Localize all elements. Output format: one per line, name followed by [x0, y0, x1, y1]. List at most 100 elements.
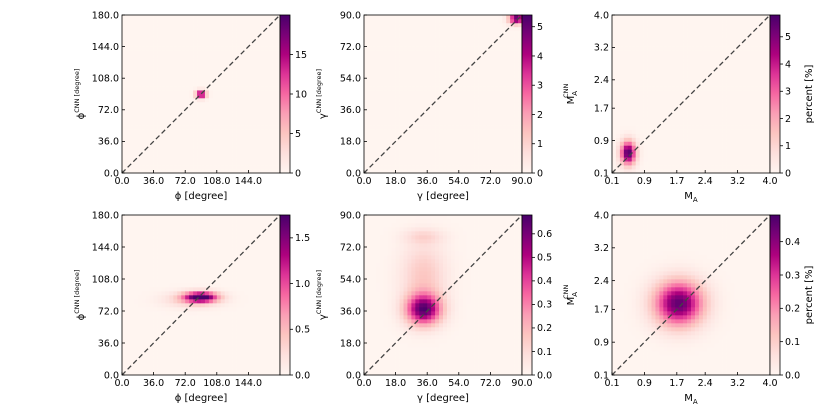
- heatmap-cell: [232, 86, 237, 91]
- heatmap-cell: [482, 90, 487, 95]
- heatmap-cell: [615, 82, 621, 87]
- heatmap-cell: [675, 133, 680, 138]
- heatmap-cell: [232, 38, 237, 43]
- heatmap-cell: [415, 145, 420, 150]
- heatmap-cell: [639, 74, 644, 79]
- heatmap-cell: [443, 74, 448, 79]
- heatmap-cell: [173, 26, 178, 32]
- heatmap-cell: [623, 101, 629, 107]
- heatmap-cell: [651, 34, 656, 40]
- heatmap-cell: [490, 22, 495, 28]
- heatmap-cell: [177, 105, 182, 111]
- heatmap-cell: [431, 137, 436, 142]
- heatmap-cell: [651, 121, 656, 126]
- heatmap-cell: [248, 137, 253, 142]
- heatmap-cell: [137, 109, 143, 115]
- heatmap-cell: [415, 133, 420, 138]
- heatmap-cell: [181, 30, 186, 36]
- heatmap-cell: [212, 42, 218, 47]
- heatmap-cell: [427, 149, 432, 154]
- heatmap-cell: [379, 26, 385, 32]
- heatmap-cell: [698, 137, 704, 142]
- heatmap-cell: [663, 86, 668, 91]
- heatmap-cell: [375, 97, 381, 103]
- heatmap-cell: [264, 90, 269, 95]
- heatmap-cell: [133, 62, 139, 67]
- heatmap-cell: [738, 133, 743, 138]
- heatmap-cell: [718, 82, 723, 87]
- heatmap-cell: [391, 109, 396, 115]
- heatmap-cell: [399, 74, 404, 79]
- heatmap-cell: [631, 105, 637, 111]
- heatmap-cell: [486, 38, 491, 43]
- heatmap-cell: [375, 121, 381, 126]
- heatmap-cell: [510, 153, 515, 158]
- heatmap-cell: [272, 30, 277, 36]
- heatmap-cell: [367, 105, 373, 111]
- heatmap-cell: [667, 97, 672, 103]
- heatmap-cell: [458, 62, 464, 67]
- heatmap-cell: [122, 161, 127, 166]
- heatmap-cell: [181, 86, 186, 91]
- heatmap-cell: [458, 30, 464, 36]
- heatmap-cell: [395, 137, 400, 142]
- heatmap-cell: [145, 78, 150, 83]
- heatmap-cell: [153, 18, 158, 24]
- heatmap-cell: [228, 129, 233, 134]
- heatmap-cell: [466, 133, 471, 138]
- heatmap-cell: [710, 74, 716, 79]
- heatmap-cell: [252, 129, 257, 134]
- heatmap-cell: [615, 133, 621, 138]
- heatmap-cell: [181, 50, 186, 55]
- heatmap-cell: [443, 82, 448, 87]
- heatmap-cell: [212, 105, 218, 111]
- heatmap-cell: [423, 97, 428, 103]
- heatmap-cell: [742, 137, 747, 142]
- heatmap-cell: [399, 94, 404, 99]
- heatmap-cell: [260, 153, 265, 158]
- heatmap-cell: [268, 101, 273, 107]
- heatmap-cell: [232, 149, 237, 154]
- x-axis-label: MA: [684, 191, 698, 204]
- heatmap-cell: [470, 90, 475, 95]
- heatmap-cell: [710, 125, 716, 130]
- heatmap-cell: [647, 30, 652, 36]
- heatmap-cell: [663, 22, 668, 28]
- heatmap-cell: [702, 18, 708, 24]
- heatmap-cell: [193, 149, 198, 154]
- heatmap-cell: [403, 66, 408, 71]
- heatmap-cell: [698, 15, 704, 20]
- heatmap-cell: [490, 18, 495, 24]
- heatmap-cell: [659, 121, 664, 126]
- heatmap-cell: [510, 101, 515, 107]
- heatmap-cell: [510, 97, 515, 103]
- heatmap-cell: [395, 50, 400, 55]
- heatmap-cell: [165, 161, 170, 166]
- heatmap-cell: [232, 137, 237, 142]
- heatmap-cell: [667, 70, 672, 75]
- heatmap-cell: [375, 149, 381, 154]
- heatmap-cell: [236, 42, 241, 47]
- heatmap-cell: [623, 26, 629, 32]
- heatmap-cell: [153, 38, 158, 43]
- heatmap-cell: [272, 70, 277, 75]
- heatmap-cell: [639, 94, 644, 99]
- heatmap-cell: [216, 62, 222, 67]
- heatmap-cell: [498, 129, 503, 134]
- heatmap-cell: [423, 46, 428, 51]
- heatmap-cell: [623, 105, 629, 111]
- heatmap-cell: [201, 97, 206, 103]
- heatmap-cell: [419, 105, 424, 111]
- heatmap-cell: [510, 109, 515, 115]
- heatmap-cell: [197, 133, 202, 138]
- heatmap-cell: [458, 109, 464, 115]
- heatmap-cell: [379, 161, 385, 166]
- heatmap-cell: [651, 141, 656, 146]
- heatmap-cell: [706, 46, 712, 51]
- heatmap-cell: [189, 42, 194, 47]
- heatmap-cell: [165, 50, 170, 55]
- heatmap-cell: [208, 161, 214, 166]
- heatmap-cell: [431, 105, 436, 111]
- heatmap-cell: [391, 38, 396, 43]
- heatmap-cell: [216, 86, 222, 91]
